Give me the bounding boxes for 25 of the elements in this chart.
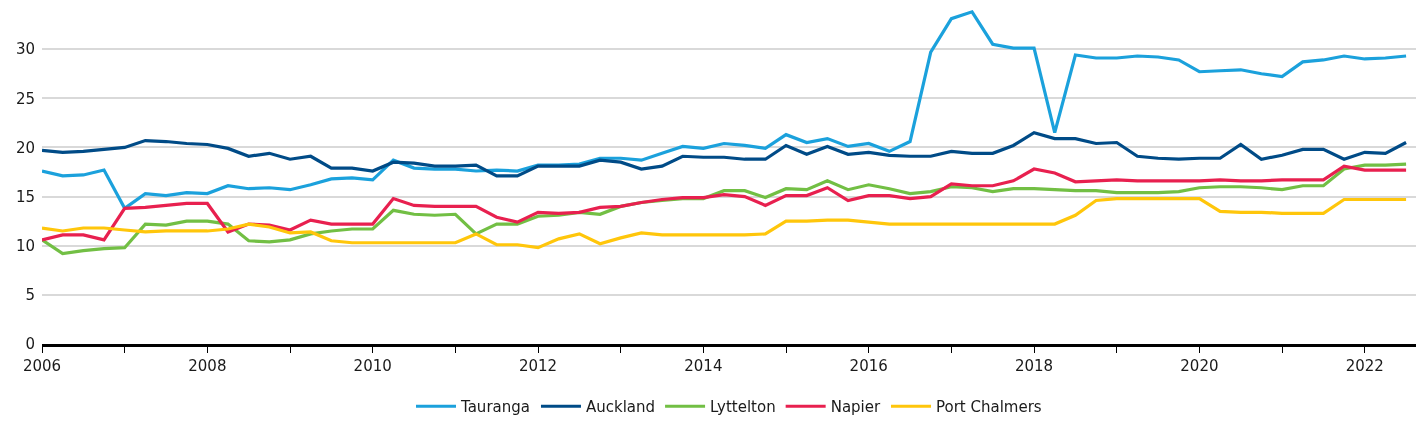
line-series bbox=[42, 196, 1408, 250]
y-tick-label: 5 bbox=[25, 286, 35, 305]
y-tick-label: 10 bbox=[15, 236, 35, 255]
x-tick-label: 2016 bbox=[849, 356, 888, 375]
legend-label: Tauranga bbox=[460, 398, 530, 417]
legend-label: Napier bbox=[830, 398, 881, 417]
legend-label: Lyttelton bbox=[710, 398, 776, 417]
line-series bbox=[42, 164, 1408, 242]
y-tick-label: 25 bbox=[15, 89, 35, 108]
line-series bbox=[42, 10, 1408, 210]
line-series bbox=[42, 131, 1408, 178]
y-tick-label: 20 bbox=[15, 138, 35, 157]
x-tick-label: 2010 bbox=[353, 356, 392, 375]
x-tick-label: 2020 bbox=[1180, 356, 1219, 375]
x-tick-label: 2006 bbox=[22, 356, 62, 375]
y-tick-label: 15 bbox=[15, 187, 35, 206]
y-tick-label: 0 bbox=[25, 335, 35, 354]
y-tick-label: 30 bbox=[15, 40, 35, 59]
legend-label: Auckland bbox=[585, 398, 656, 417]
x-tick-label: 2014 bbox=[684, 356, 723, 375]
x-tick-label: 2008 bbox=[188, 356, 227, 375]
x-tick-label: 2018 bbox=[1014, 356, 1054, 375]
legend-label: Port Chalmers bbox=[935, 398, 1042, 417]
x-tick-label: 2012 bbox=[518, 356, 558, 375]
x-tick-label: 2022 bbox=[1345, 356, 1384, 375]
